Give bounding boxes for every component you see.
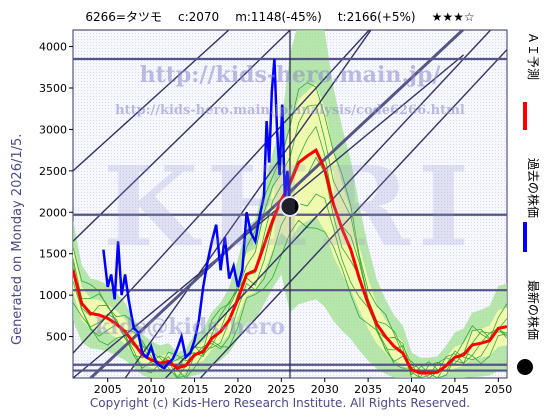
x-tick-label: 2035 [354, 383, 382, 396]
watermark-handle: kids@kids-hero [95, 314, 285, 340]
x-tick-label: 2010 [137, 383, 165, 396]
side-note: Generated on Monday 2026/1/5. [10, 134, 25, 345]
legend: ＡＩ予測 過去の株価 最新の株価 [517, 32, 541, 375]
x-tick-label: 2045 [441, 383, 469, 396]
minimum-price: m:1148(-45%) [235, 10, 322, 24]
trend-channel-line [73, 30, 371, 354]
y-tick-label: 3000 [39, 123, 67, 136]
y-tick-label: 4000 [39, 41, 67, 54]
trend-channel-line [199, 48, 507, 378]
trend-channel-line [73, 54, 465, 378]
x-tick-label: 2005 [94, 383, 122, 396]
legend-latest-price-marker [517, 359, 533, 375]
x-tick-label: 2030 [311, 383, 339, 396]
y-tick-label: 2500 [39, 165, 67, 178]
rating-stars: ★★★☆ [431, 10, 475, 24]
y-tick-label: 1000 [39, 289, 67, 302]
trend-channel-line [164, 30, 492, 378]
legend-past-price-label: 過去の株価 [526, 158, 541, 218]
code-name: 6266=タツモ [85, 10, 162, 24]
legend-latest-price-label: 最新の株価 [526, 280, 541, 340]
y-tick-label: 3500 [39, 82, 67, 95]
trend-channel-line [73, 30, 230, 172]
watermark-url-sub: http://kids-hero.main.jp/analysis/code62… [115, 103, 465, 118]
legend-ai-forecast-label: ＡＩ予測 [526, 32, 540, 80]
copyright-footer: Copyright (c) Kids-Hero Research Institu… [89, 396, 471, 410]
chart-header: 6266=タツモ c:2070 m:1148(-45%) t:2166(+5%) ★★★… [0, 8, 560, 25]
generated-date-label: Generated on Monday 2026/1/5. [10, 134, 25, 345]
y-tick-label: 1500 [39, 248, 67, 261]
x-tick-label: 2040 [398, 383, 426, 396]
x-tick-label: 2015 [181, 383, 209, 396]
watermark-url-main: http://kids-hero.main.jp/ [140, 62, 442, 88]
y-tick-label: 2000 [39, 206, 67, 219]
x-tick-label: 2020 [224, 383, 252, 396]
latest-price-marker [279, 195, 301, 217]
target-price: t:2166(+5%) [337, 10, 416, 24]
x-tick-label: 2025 [267, 383, 295, 396]
y-tick-label: 500 [46, 331, 67, 344]
series-past-price [102, 58, 292, 370]
x-tick-label: 2050 [484, 383, 512, 396]
trend-channel-line [124, 30, 372, 378]
current-price: c:2070 [178, 10, 220, 24]
watermark-logo: KHRI [103, 142, 477, 271]
